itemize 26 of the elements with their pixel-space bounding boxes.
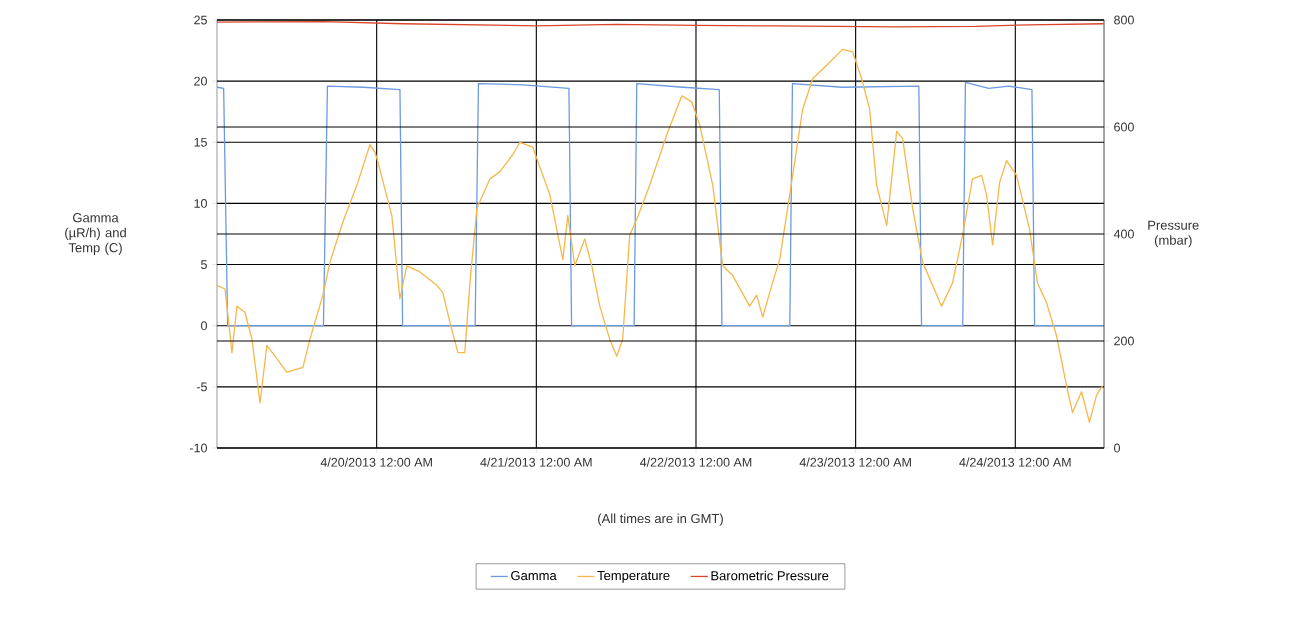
y-tick-label: -5 <box>196 382 207 392</box>
y-tick-label: 20 <box>194 76 207 86</box>
y-tick-label: 10 <box>194 199 207 208</box>
line-series <box>217 81 1105 327</box>
y2-tick-label: 600 <box>1114 122 1134 132</box>
line-series <box>217 48 1104 423</box>
legend-label: Gamma <box>511 570 557 581</box>
y2-tick-label: 200 <box>1114 336 1134 346</box>
y-tick-label: 25 <box>194 15 207 25</box>
legend-label: Temperature <box>597 571 670 583</box>
y-tick-label: 0 <box>201 321 207 331</box>
legend-label: Barometric Pressure <box>711 570 829 581</box>
y-axis-title: Gamma (µR/h) and Temp (C) <box>65 213 126 255</box>
y2-tick-label: 800 <box>1114 15 1134 25</box>
x-axis-title: (All times are in GMT) <box>598 513 723 526</box>
x-tick-label: 4/21/2013 12:00 AM <box>480 457 592 467</box>
x-tick-label: 4/20/2013 12:00 AM <box>320 457 432 467</box>
y-tick-label: -10 <box>189 443 207 453</box>
x-tick-label: 4/23/2013 12:00 AM <box>799 457 911 467</box>
y-tick-label: 15 <box>194 137 207 147</box>
y2-axis-title: Pressure (mbar) <box>1148 220 1199 248</box>
x-tick-label: 4/24/2013 12:00 AM <box>959 457 1071 467</box>
y2-tick-label: 0 <box>1114 443 1121 453</box>
y-tick-label: 5 <box>201 260 207 269</box>
y2-tick-label: 400 <box>1113 229 1134 239</box>
x-tick-label: 4/22/2013 12:00 AM <box>639 457 752 467</box>
